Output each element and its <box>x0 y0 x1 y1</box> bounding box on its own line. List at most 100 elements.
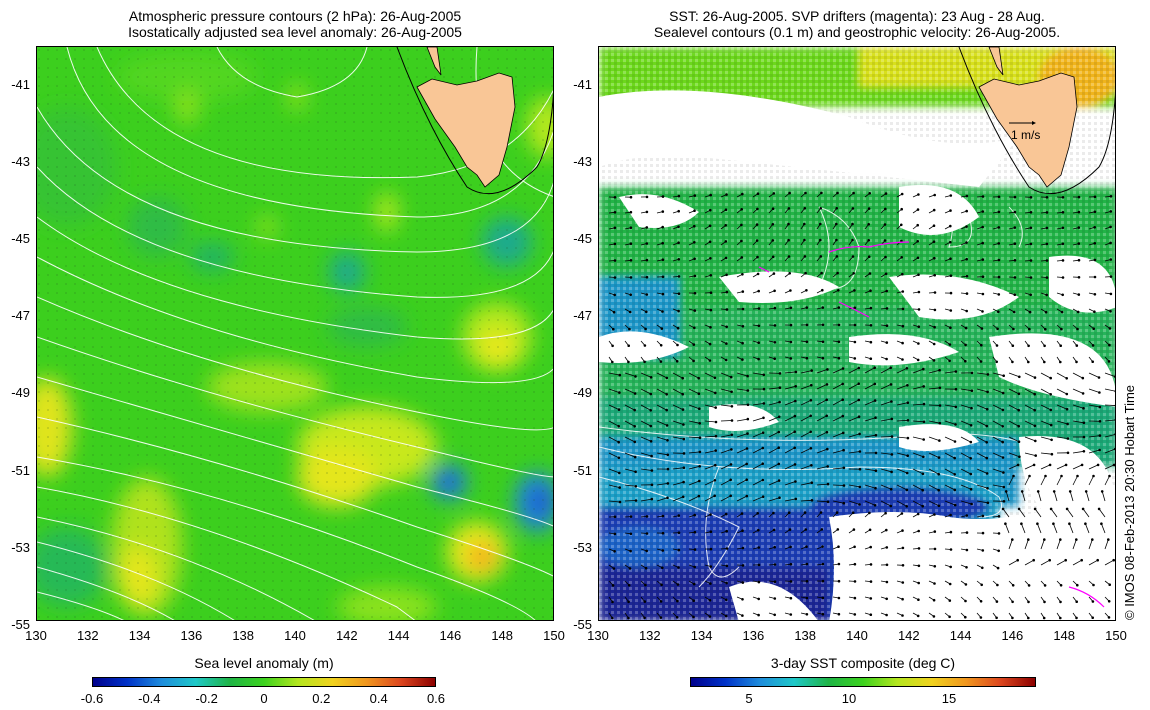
velocity-arrow-head <box>995 360 999 364</box>
velocity-arrow-head <box>905 504 909 508</box>
velocity-arrow-head <box>1092 583 1095 587</box>
velocity-arrow-head <box>693 241 696 244</box>
velocity-arrow-head <box>618 391 621 394</box>
velocity-arrow-head <box>661 225 664 229</box>
lat-tick-label: -49 <box>11 385 30 401</box>
velocity-arrow <box>752 372 764 376</box>
velocity-arrow <box>688 495 700 502</box>
velocity-arrow-head <box>948 359 951 363</box>
velocity-arrow <box>1072 372 1083 379</box>
velocity-arrow-head <box>970 371 974 375</box>
velocity-arrow <box>848 484 860 488</box>
velocity-arrow-head <box>821 562 825 566</box>
lat-tick-label: -55 <box>573 616 592 632</box>
velocity-arrow-head <box>1017 424 1021 428</box>
velocity-arrow <box>624 484 636 487</box>
velocity-arrow <box>880 367 891 374</box>
velocity-arrow-head <box>996 310 1000 314</box>
velocity-arrow-head <box>1045 242 1049 246</box>
velocity-arrow <box>928 436 940 441</box>
velocity-arrow <box>1069 523 1074 534</box>
lat-tick-label: -43 <box>11 154 30 170</box>
velocity-arrow-head <box>746 432 749 435</box>
velocity-arrow-head <box>794 370 798 374</box>
velocity-arrow <box>864 500 876 506</box>
velocity-arrow-head <box>649 408 652 412</box>
velocity-arrow <box>608 388 620 393</box>
velocity-arrow <box>624 436 635 443</box>
velocity-arrow <box>656 436 668 441</box>
velocity-arrow <box>784 400 796 406</box>
velocity-arrow-head <box>932 598 936 602</box>
velocity-arrow-head <box>997 293 1001 296</box>
velocity-arrow-head <box>677 548 681 552</box>
velocity-arrow <box>832 449 844 454</box>
velocity-arrow-head <box>965 548 969 552</box>
velocity-arrow-head <box>698 450 702 454</box>
velocity-arrow <box>1008 436 1020 443</box>
velocity-arrow-head <box>762 416 765 420</box>
velocity-arrow-head <box>969 487 973 491</box>
velocity-arrow-head <box>899 223 903 227</box>
velocity-arrow-head <box>677 258 681 261</box>
velocity-arrow-head <box>677 292 681 296</box>
velocity-arrow <box>720 372 732 378</box>
velocity-arrow-head <box>794 497 798 501</box>
velocity-arrow <box>992 436 1003 443</box>
velocity-arrow <box>800 431 811 438</box>
velocity-arrow <box>608 404 620 410</box>
velocity-arrow-head <box>979 360 983 363</box>
velocity-arrow <box>752 432 764 438</box>
velocity-arrow-head <box>756 255 759 259</box>
velocity-arrow-head <box>922 438 926 441</box>
velocity-arrow-head <box>1017 440 1021 444</box>
velocity-arrow-head <box>985 472 989 475</box>
velocity-arrow-head <box>1042 616 1046 620</box>
velocity-arrow-head <box>649 439 653 443</box>
velocity-arrow-head <box>1049 376 1053 380</box>
velocity-arrow <box>1024 420 1036 427</box>
velocity-arrow-head <box>730 433 734 437</box>
velocity-arrow-head <box>810 383 813 387</box>
velocity-arrow-head <box>627 344 631 348</box>
velocity-arrow-head <box>1068 490 1072 493</box>
velocity-arrow-head <box>773 597 777 600</box>
velocity-arrow-head <box>969 440 973 444</box>
velocity-arrow-head <box>986 486 989 490</box>
velocity-arrow-head <box>949 291 953 295</box>
velocity-arrow-head <box>643 616 646 620</box>
velocity-arrow-head <box>921 488 925 492</box>
velocity-arrow-head <box>698 479 701 483</box>
velocity-arrow-head <box>697 376 700 380</box>
velocity-arrow-head <box>772 511 775 515</box>
velocity-arrow-head <box>725 529 728 533</box>
velocity-arrow-head <box>1027 327 1031 331</box>
velocity-arrow-head <box>650 497 654 501</box>
velocity-arrow-head <box>981 225 985 229</box>
velocity-arrow <box>1024 404 1035 411</box>
velocity-arrow-head <box>644 327 647 331</box>
velocity-arrow <box>912 500 923 507</box>
velocity-arrow-head <box>885 580 889 584</box>
velocity-arrow <box>1088 475 1094 486</box>
velocity-arrow <box>1053 491 1058 502</box>
velocity-arrow-head <box>1043 327 1047 331</box>
velocity-arrow-head <box>714 420 718 424</box>
velocity-arrow-head <box>997 514 1001 518</box>
velocity-arrow-head <box>725 290 729 294</box>
velocity-arrow-head <box>677 309 680 313</box>
velocity-arrow-head <box>1098 448 1101 452</box>
velocity-arrow-head <box>1093 258 1097 262</box>
velocity-arrow-head <box>1001 507 1005 511</box>
velocity-arrow <box>800 482 812 486</box>
velocity-arrow-head <box>629 549 632 553</box>
velocity-arrow-head <box>826 465 830 468</box>
velocity-arrow-head <box>709 565 713 568</box>
velocity-arrow <box>1072 464 1083 470</box>
velocity-arrow-head <box>869 597 873 600</box>
velocity-arrow-head <box>805 612 809 616</box>
velocity-arrow-head <box>970 406 973 410</box>
velocity-arrow-head <box>682 480 685 484</box>
velocity-arrow-head <box>661 310 664 313</box>
velocity-arrow-head <box>661 258 665 262</box>
